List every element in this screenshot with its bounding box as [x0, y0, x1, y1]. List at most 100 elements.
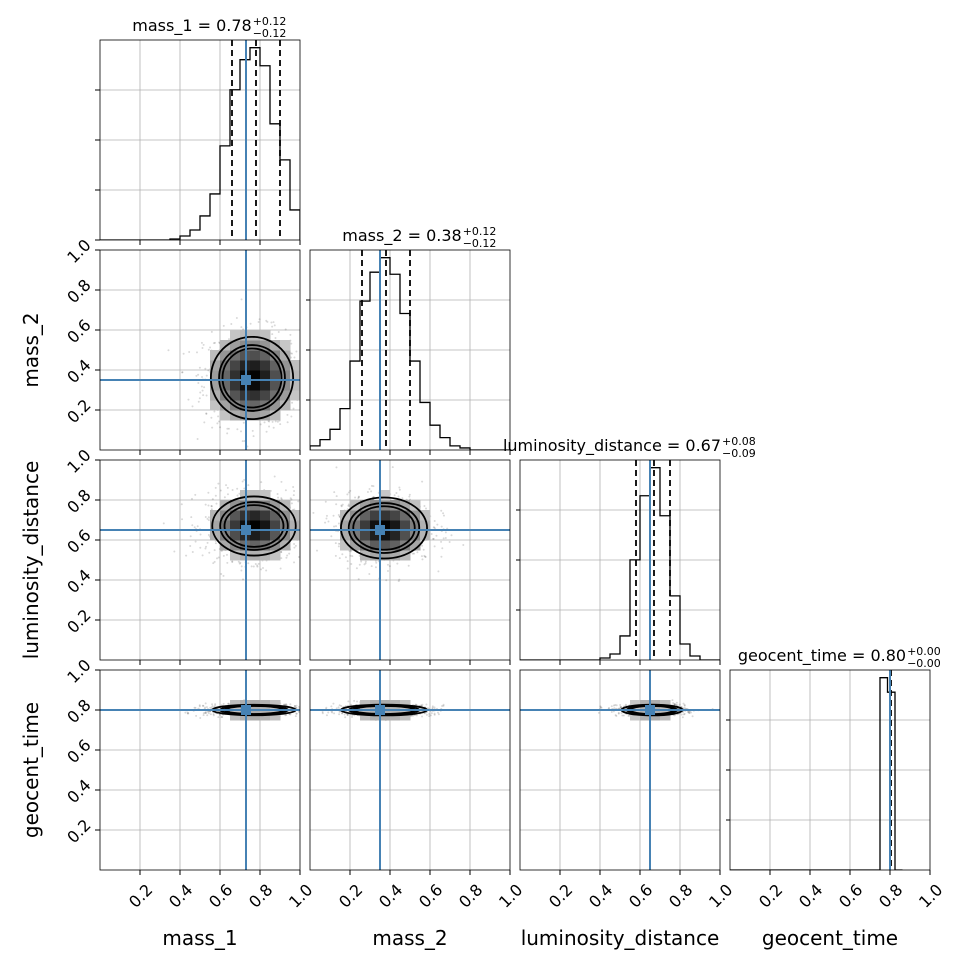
scatter-point	[430, 533, 433, 536]
scatter-point	[437, 713, 440, 716]
scatter-point	[240, 569, 243, 572]
density-cell	[250, 390, 261, 401]
scatter-point	[204, 503, 207, 506]
scatter-point	[303, 358, 305, 360]
scatter-point	[354, 496, 357, 499]
density-cell	[260, 500, 271, 511]
scatter-point	[252, 435, 255, 438]
scatter-point	[207, 516, 210, 519]
scatter-point	[304, 529, 306, 531]
scatter-point	[441, 704, 444, 707]
density-cell	[410, 500, 421, 511]
scatter-point	[340, 704, 343, 707]
scatter-point	[374, 566, 377, 569]
scatter-point	[428, 712, 431, 715]
density-cell	[340, 520, 351, 531]
grid-lines	[310, 250, 510, 450]
scatter-point	[301, 519, 303, 521]
scatter-point	[429, 714, 432, 717]
scatter-point	[397, 580, 400, 583]
scatter-point	[333, 491, 336, 494]
scatter-point	[207, 491, 210, 494]
density-cell	[400, 530, 411, 541]
scatter-point	[290, 415, 293, 418]
scatter-point	[230, 323, 233, 326]
scatter-point	[302, 711, 304, 713]
scatter-point	[338, 710, 341, 713]
scatter-point	[442, 537, 445, 540]
scatter-point	[213, 549, 216, 552]
scatter-point	[207, 504, 210, 507]
scatter-point	[305, 386, 307, 388]
density-cell	[380, 540, 391, 551]
scatter-point	[216, 422, 219, 425]
scatter-point	[324, 521, 327, 524]
y-tick-marks	[95, 249, 100, 411]
density-cell	[390, 500, 401, 511]
density-cell	[230, 390, 241, 401]
density-cell	[220, 410, 231, 421]
scatter-point	[226, 432, 229, 435]
scatter-point	[341, 503, 344, 506]
scatter-point	[219, 489, 222, 492]
density-cell	[250, 490, 261, 501]
scatter-point	[181, 518, 184, 521]
scatter-point	[444, 537, 447, 540]
scatter-point	[424, 555, 427, 558]
x-tick-marks	[139, 660, 301, 665]
density-cell	[290, 370, 300, 381]
scatter-point	[292, 494, 295, 497]
scatter-point	[204, 711, 207, 714]
x-tick-marks	[559, 660, 721, 665]
panel-luminosity_distance-vs-geocent_time	[519, 669, 721, 875]
scatter-point	[276, 493, 279, 496]
scatter-point	[297, 500, 300, 503]
scatter-point	[347, 504, 350, 507]
density-cell	[260, 380, 271, 391]
scatter-point	[268, 425, 271, 428]
scatter-point	[344, 716, 347, 719]
scatter-point	[191, 551, 194, 554]
density-cell	[220, 390, 231, 401]
scatter-point	[226, 561, 229, 564]
scatter-point	[201, 346, 204, 349]
density-cell	[360, 500, 371, 511]
scatter-point	[240, 565, 243, 568]
scatter-point	[324, 500, 327, 503]
density-cell	[250, 540, 261, 551]
density-cell	[400, 510, 411, 521]
scatter-point	[242, 578, 245, 581]
truth-marker	[375, 705, 385, 715]
scatter-point	[204, 712, 207, 715]
scatter-point	[312, 511, 315, 514]
scatter-point	[337, 706, 340, 709]
scatter-point	[173, 550, 176, 553]
scatter-point	[442, 512, 445, 515]
density-cell	[420, 520, 431, 531]
density-cell	[260, 330, 271, 341]
scatter-point	[411, 552, 414, 555]
scatter-point	[186, 711, 189, 714]
scatter-point	[304, 706, 306, 708]
density-cell	[280, 340, 291, 351]
scatter-point	[295, 712, 298, 715]
scatter-point	[180, 503, 183, 506]
scatter-point	[256, 564, 259, 567]
scatter-point	[202, 704, 205, 707]
density-cell	[390, 520, 401, 531]
scatter-point	[444, 531, 447, 534]
scatter-point	[368, 572, 371, 575]
scatter-point	[223, 496, 226, 499]
scatter-point	[332, 514, 335, 517]
scatter-point	[226, 493, 229, 496]
scatter-point	[351, 714, 354, 717]
density-cell	[290, 360, 300, 371]
scatter-point	[199, 533, 202, 536]
scatter-point	[370, 490, 373, 493]
scatter-point	[238, 492, 241, 495]
scatter-point	[231, 560, 234, 563]
scatter-point	[293, 356, 296, 359]
panel-border	[309, 459, 511, 661]
truth-marker	[241, 705, 251, 715]
